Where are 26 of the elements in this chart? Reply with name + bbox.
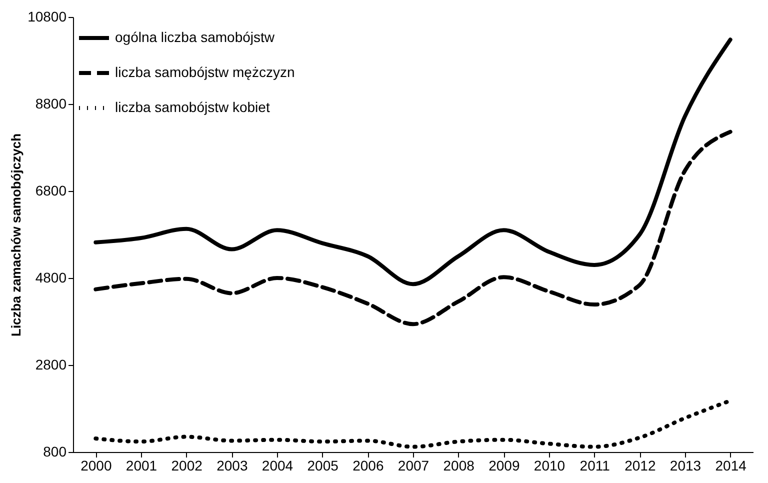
x-tick-label: 2008 [443, 458, 475, 474]
x-tick-label: 2000 [80, 458, 112, 474]
y-tick-label: 800 [43, 444, 67, 460]
legend-label: liczba samobójstw kobiet [115, 99, 270, 115]
legend-label: ogólna liczba samobójstw [115, 29, 276, 45]
x-tick-label: 2007 [398, 458, 430, 474]
y-tick-label: 8800 [35, 96, 67, 112]
legend-label: liczba samobójstw mężczyzn [115, 64, 295, 80]
x-tick-label: 2005 [307, 458, 339, 474]
x-tick-label: 2014 [715, 458, 747, 474]
x-tick-label: 2006 [352, 458, 384, 474]
x-tick-label: 2004 [262, 458, 294, 474]
x-tick-label: 2010 [534, 458, 566, 474]
x-tick-label: 2001 [126, 458, 158, 474]
x-tick-label: 2013 [670, 458, 702, 474]
y-tick-label: 4800 [35, 270, 67, 286]
x-tick-label: 2012 [624, 458, 656, 474]
y-tick-label: 10800 [28, 8, 67, 24]
y-tick-label: 2800 [35, 356, 67, 372]
line-series [94, 130, 732, 326]
y-axis-title: Liczba zamachów samobójczych [8, 133, 24, 337]
x-tick-label: 2009 [488, 458, 520, 474]
x-tick-label: 2002 [171, 458, 203, 474]
x-tick-label: 2011 [580, 458, 610, 474]
y-tick-label: 6800 [35, 182, 67, 198]
x-tick-label: 2003 [216, 458, 248, 474]
